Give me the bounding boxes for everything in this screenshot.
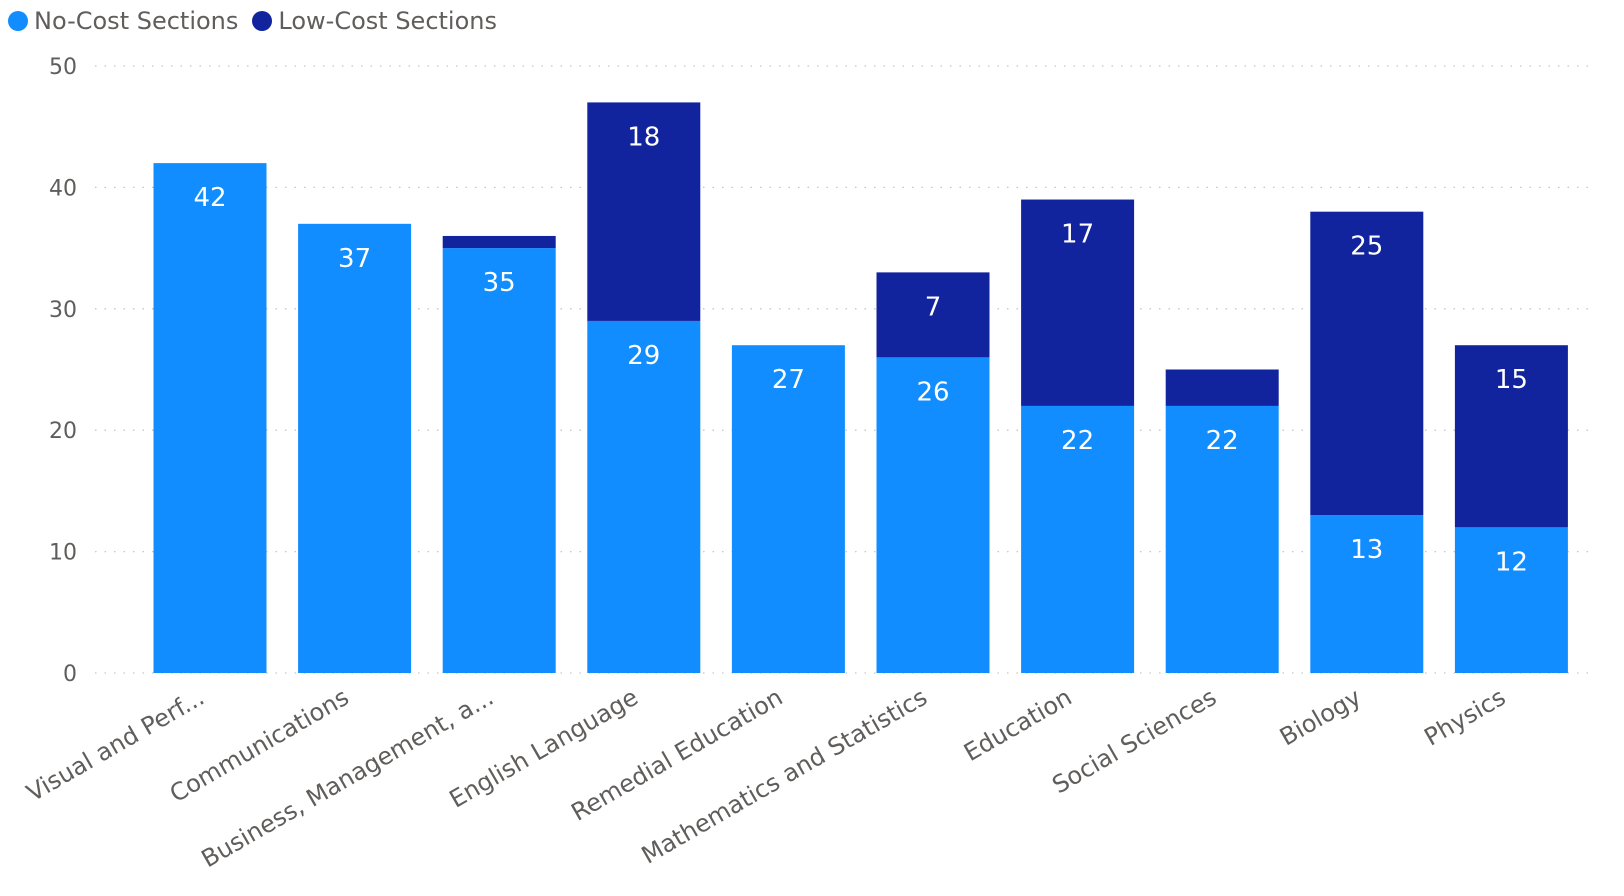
data-label: 42 (193, 183, 226, 213)
bar-segment-low-cost[interactable] (876, 272, 990, 358)
data-label: 15 (1495, 365, 1528, 395)
data-label: 37 (338, 244, 371, 274)
y-tick-label: 50 (49, 55, 77, 80)
legend-item-no-cost[interactable]: No-Cost Sections (8, 7, 238, 35)
legend-swatch-no-cost (8, 11, 28, 31)
legend-swatch-low-cost (252, 11, 273, 31)
data-label: 25 (1350, 232, 1383, 262)
y-tick-label: 10 (49, 541, 77, 566)
x-category-label: Business, Management, a... (197, 683, 499, 873)
data-label: 22 (1061, 426, 1094, 456)
data-label: 18 (627, 122, 660, 152)
bar-segment-no-cost[interactable] (1165, 405, 1279, 673)
bar-segment-low-cost[interactable] (1454, 345, 1568, 528)
legend-label-no-cost: No-Cost Sections (34, 7, 239, 35)
bar-segment-no-cost[interactable] (1310, 515, 1424, 673)
bar-segment-low-cost[interactable] (587, 102, 701, 321)
data-label: 13 (1350, 535, 1383, 565)
bar-segment-no-cost[interactable] (1454, 527, 1568, 673)
data-label: 27 (772, 365, 805, 395)
data-label: 35 (483, 268, 516, 298)
y-tick-label: 0 (63, 662, 77, 687)
y-tick-label: 30 (49, 298, 77, 323)
y-axis-ticks: 0 10 20 30 40 50 (49, 55, 77, 687)
bars (153, 102, 1568, 673)
bar-segment-low-cost[interactable] (442, 235, 556, 249)
x-category-label: Education (959, 683, 1076, 767)
data-labels: 42 37 35 29 18 27 26 7 22 17 22 13 25 12 15 (193, 122, 1527, 577)
x-category-label: Physics (1420, 683, 1511, 752)
y-tick-label: 40 (49, 176, 77, 201)
bar-segment-low-cost[interactable] (1021, 199, 1135, 406)
data-label: 7 (925, 292, 942, 322)
bar-segment-no-cost[interactable] (587, 320, 701, 673)
bar-segment-no-cost[interactable] (731, 345, 845, 673)
data-label: 12 (1495, 547, 1528, 577)
bar-segment-no-cost[interactable] (153, 163, 267, 673)
x-category-label: Biology (1275, 683, 1366, 752)
x-axis-categories: Visual and Perf...CommunicationsBusiness… (22, 683, 1511, 873)
bar-segment-low-cost[interactable] (1165, 369, 1279, 406)
bar-segment-no-cost[interactable] (298, 223, 412, 673)
legend: No-Cost Sections Low-Cost Sections (8, 6, 497, 36)
data-label: 22 (1206, 426, 1239, 456)
bar-segment-no-cost[interactable] (876, 357, 990, 673)
bar-segment-low-cost[interactable] (1310, 211, 1424, 516)
y-tick-label: 20 (49, 419, 77, 444)
data-label: 29 (627, 341, 660, 371)
data-label: 17 (1061, 220, 1094, 250)
x-category-label: Social Sciences (1048, 683, 1222, 799)
x-category-label: Mathematics and Statistics (637, 683, 932, 870)
bar-segment-no-cost[interactable] (1021, 405, 1135, 673)
legend-item-low-cost[interactable]: Low-Cost Sections (252, 7, 497, 35)
legend-label-low-cost: Low-Cost Sections (278, 7, 497, 35)
bar-segment-no-cost[interactable] (442, 248, 556, 673)
data-label: 26 (916, 377, 949, 407)
